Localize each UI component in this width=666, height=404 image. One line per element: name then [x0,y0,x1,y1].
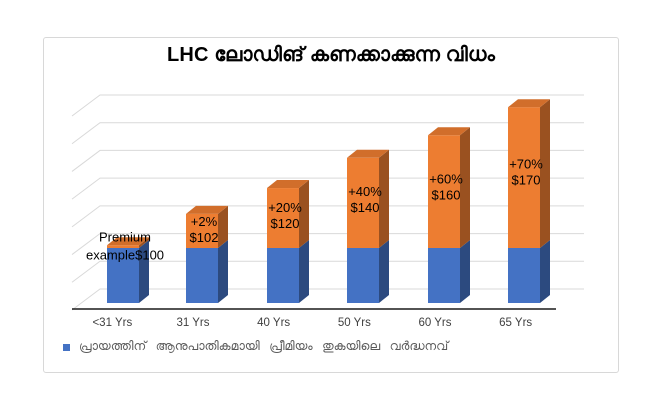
bar-segment-blue-side-0 [139,240,149,303]
bar-segment-orange-front-2 [267,188,299,248]
gridline [71,122,584,145]
bar-segment-orange-side-0 [139,237,149,248]
category-labels-group: <31 Yrs 31 Yrs 40 Yrs 50 Yrs 60 Yrs 65 Yrs [92,317,532,329]
bar-segment-blue-front-1 [186,248,218,303]
bar-segment-blue-side-5 [540,240,550,303]
bar-segment-orange-side-1 [218,205,228,248]
bar-segment-orange-side-3 [379,149,389,248]
bar-segment-orange-top-3 [347,149,389,158]
bar-labels-group: Premium example$100 +2%$102 +20%$120 +40%$14… [86,156,543,262]
bar-label-3-line-1: +40% [348,184,382,199]
gridlines-group [71,94,584,311]
bar-segment-blue-front-0 [107,248,139,303]
gridline [71,149,584,172]
bar-segment-blue-side-2 [299,240,309,303]
category-label-5: 65 Yrs [499,317,532,329]
bar-segment-orange-top-0 [107,237,149,246]
bar-segment-blue-front-2 [267,248,299,303]
bar-label-3-line-2: $140 [351,200,380,215]
bar-segment-blue-side-4 [460,240,470,303]
gridline [71,94,584,117]
gridline [71,177,584,200]
bar-label-4-line-2: $160 [432,188,461,203]
bar-label-0-line-2: example$100 [86,248,164,263]
gridline [71,260,584,283]
gridline [71,288,584,311]
bar-segment-blue-front-4 [428,248,460,303]
bar-label-2-line-1: +20% [268,200,302,215]
category-label-4: 60 Yrs [418,317,451,329]
bar-segment-orange-side-2 [299,180,309,248]
bar-segment-orange-front-4 [428,135,460,248]
chart-legend: പ്രായത്തിന് ആനുപാതികമായി പ്രീമിയം തുകയില… [63,339,448,354]
bar-label-4-line-1: +60% [429,172,463,187]
bar-segment-blue-side-3 [379,240,389,303]
bar-label-0-line-1: Premium [99,230,151,245]
bar-segment-orange-front-1 [186,213,218,248]
category-label-3: 50 Yrs [338,317,371,329]
category-label-0: <31 Yrs [92,317,132,329]
legend-swatch-icon [63,344,70,351]
category-label-2: 40 Yrs [257,317,290,329]
bar-segment-orange-side-4 [460,127,470,248]
bar-label-1-line-2: $102 [190,230,219,245]
gridline [71,233,584,255]
bar-segment-orange-top-4 [428,127,470,136]
bar-segment-orange-front-3 [347,157,379,248]
bar-segment-blue-side-1 [218,240,228,303]
bars-group [107,99,550,303]
bar-label-2-line-2: $120 [271,216,300,231]
bar-segment-orange-top-1 [186,205,228,214]
category-label-1: 31 Yrs [176,317,209,329]
bar-segment-orange-top-2 [267,180,309,189]
bar-label-5-line-2: $170 [512,172,541,187]
bar-segment-blue-front-3 [347,248,379,303]
gridline [71,205,584,228]
bar-segment-blue-front-5 [508,248,540,303]
bar-label-1-line-1: +2% [191,214,218,229]
bar-label-5-line-1: +70% [509,156,543,171]
chart-title: LHC ലോഡിങ് കണക്കാക്കുന്ന വിധം [166,44,496,66]
bar-segment-orange-front-5 [508,107,540,248]
bar-segment-orange-side-5 [540,99,550,248]
bar-segment-orange-top-5 [508,99,550,108]
legend-label: പ്രായത്തിന് ആനുപാതികമായി പ്രീമിയം തുകയില… [79,339,449,353]
bar-segment-orange-front-0 [107,245,139,248]
